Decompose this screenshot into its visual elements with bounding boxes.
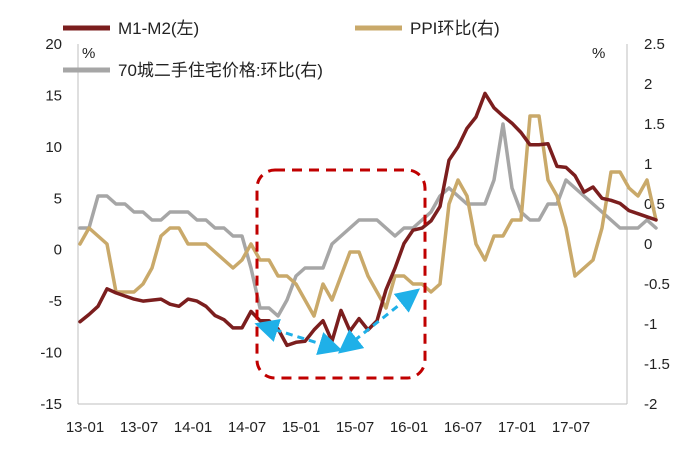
left-tick-label: 20 <box>45 36 62 53</box>
trend-arrow-right <box>337 288 421 354</box>
series-line-house-price <box>78 122 658 318</box>
trend-arrow-left <box>254 318 343 356</box>
left-tick-label: 10 <box>45 139 62 156</box>
left-tick-label: -10 <box>40 345 62 362</box>
x-tick-label: 13-01 <box>66 419 104 436</box>
x-tick-label: 14-01 <box>174 419 212 436</box>
left-tick-label: 15 <box>45 87 62 104</box>
right-tick-label: 1.5 <box>644 116 665 133</box>
legend: M1-M2(左) PPI环比(右) 70城二手住宅价格:环比(右) <box>63 19 500 80</box>
left-tick-label: -5 <box>49 293 62 310</box>
series-layer <box>78 91 658 348</box>
left-tick-label: 0 <box>54 242 62 259</box>
right-tick-label: -0.5 <box>644 276 670 293</box>
series-line-ppi <box>78 114 658 318</box>
right-tick-label: 0.5 <box>644 196 665 213</box>
x-tick-label: 16-07 <box>444 419 482 436</box>
x-tick-label: 15-01 <box>282 419 320 436</box>
right-tick-label: 1 <box>644 156 652 173</box>
x-tick-label: 16-01 <box>390 419 428 436</box>
highlight-dashed-box <box>255 168 427 380</box>
right-axis-ticks: 2.5 2 1.5 1 0.5 0 -0.5 -1 -1.5 -2 <box>644 36 670 413</box>
x-axis-ticks: 13-01 13-07 14-01 14-07 15-01 15-07 16-01 16-07… <box>66 419 590 436</box>
left-tick-label: -15 <box>40 396 62 413</box>
legend-label-m1-m2: M1-M2(左) <box>118 19 199 38</box>
legend-label-house-price: 70城二手住宅价格:环比(右) <box>118 61 323 80</box>
right-tick-label: 2.5 <box>644 36 665 53</box>
x-tick-label: 14-07 <box>228 419 266 436</box>
right-tick-label: -1.5 <box>644 356 670 373</box>
legend-label-ppi: PPI环比(右) <box>410 19 500 38</box>
x-tick-label: 17-01 <box>498 419 536 436</box>
x-tick-label: 17-07 <box>552 419 590 436</box>
left-axis-ticks: 20 15 10 5 0 -5 -10 -15 <box>40 36 62 413</box>
x-tick-label: 15-07 <box>336 419 374 436</box>
left-axis-unit: % <box>82 45 95 62</box>
x-tick-label: 13-07 <box>120 419 158 436</box>
right-tick-label: -1 <box>644 316 657 333</box>
right-tick-label: 2 <box>644 76 652 93</box>
left-tick-label: 5 <box>54 190 62 207</box>
right-tick-label: -2 <box>644 396 657 413</box>
right-tick-label: 0 <box>644 236 652 253</box>
right-axis-unit: % <box>592 45 605 62</box>
